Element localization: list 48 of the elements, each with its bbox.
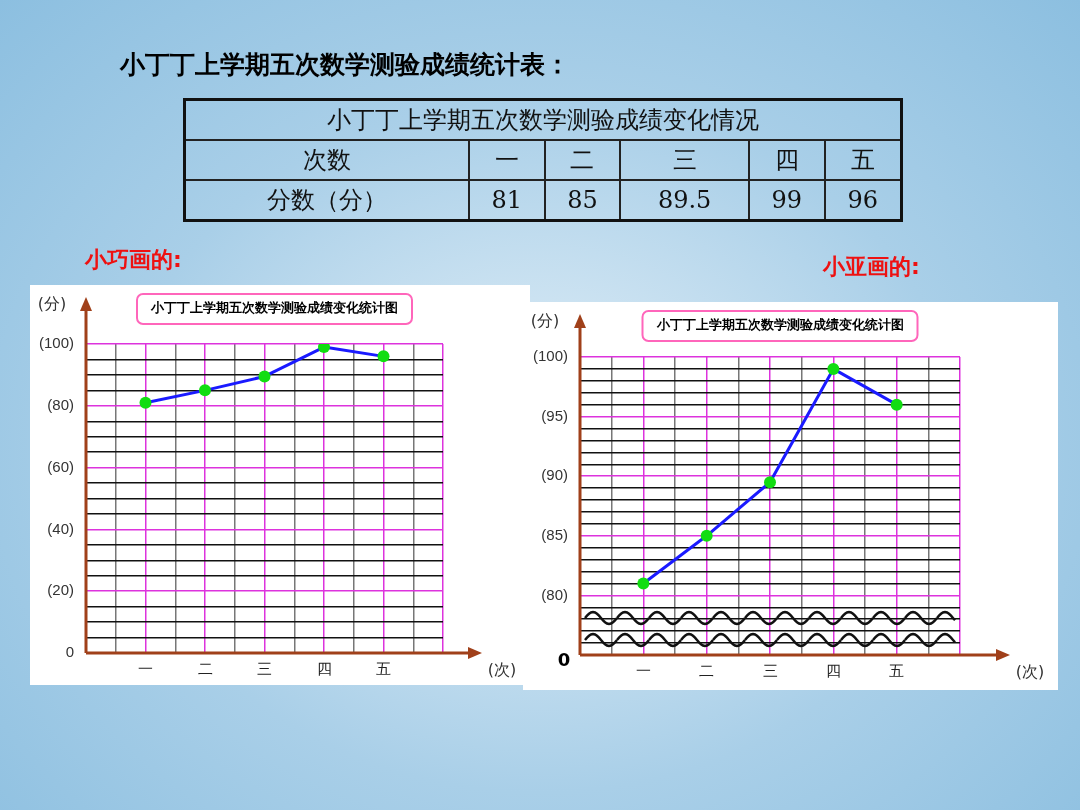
chart-subtitle: 小巧画的: bbox=[85, 246, 182, 274]
chart-title: 小丁丁上学期五次数学测验成绩变化统计图 bbox=[655, 317, 904, 333]
x-tick-label: 一 bbox=[138, 660, 153, 678]
y-tick-label: (85) bbox=[541, 525, 568, 543]
x-tick-label: 二 bbox=[699, 662, 715, 680]
text: 小丁丁上学期五次数学测验成绩变化情况 bbox=[184, 99, 902, 140]
x-tick-label: 五 bbox=[889, 662, 905, 680]
point bbox=[827, 362, 840, 375]
point bbox=[637, 577, 650, 590]
chart-subtitle: 小亚画的: bbox=[823, 253, 920, 281]
data-label: 96 bbox=[824, 180, 902, 221]
y-tick-label: (100) bbox=[38, 334, 74, 352]
y-tick-label: (60) bbox=[47, 457, 74, 475]
x-tick-label: 五 bbox=[376, 660, 391, 678]
text: 次数 bbox=[184, 140, 470, 180]
y-tick-label: (80) bbox=[541, 585, 568, 603]
chart-title: 小丁丁上学期五次数学测验成绩变化统计图 bbox=[150, 300, 398, 316]
y-tick-label: 0 bbox=[65, 643, 74, 661]
category-label: 二 bbox=[544, 140, 621, 180]
point bbox=[764, 476, 776, 489]
text: 分数（分） bbox=[184, 180, 470, 221]
category-label: 五 bbox=[824, 140, 902, 180]
data-label: 81 bbox=[469, 180, 545, 221]
category-label: 四 bbox=[749, 140, 825, 180]
x-tick-label: 三 bbox=[762, 662, 778, 680]
category-label: 三 bbox=[620, 140, 749, 180]
y-tick-label: (40) bbox=[47, 519, 74, 537]
y-axis-title: (分) bbox=[37, 294, 67, 314]
data-label: 99 bbox=[749, 180, 825, 221]
data-label: 89.5 bbox=[620, 180, 749, 221]
y-tick-label: (20) bbox=[47, 581, 74, 599]
y-tick-label: (90) bbox=[541, 466, 568, 484]
y-tick-label: (95) bbox=[541, 406, 568, 424]
point bbox=[700, 529, 713, 542]
y-tick-label: (100) bbox=[532, 347, 568, 365]
category-label: 一 bbox=[469, 140, 545, 180]
point bbox=[890, 398, 903, 411]
x-tick-label: 二 bbox=[197, 660, 213, 678]
x-tick-label: 三 bbox=[257, 660, 272, 678]
data-label: 85 bbox=[544, 180, 621, 221]
text: 小丁丁上学期五次数学测验成绩统计表： bbox=[120, 49, 570, 81]
y-tick-label: (80) bbox=[47, 395, 74, 413]
x-tick-label: 一 bbox=[635, 662, 651, 680]
x-tick-label: 四 bbox=[825, 662, 841, 680]
x-axis-title: (次) bbox=[1015, 662, 1045, 682]
x-tick-label: 四 bbox=[316, 660, 332, 678]
x-axis-title: (次) bbox=[487, 660, 517, 680]
y-axis-title: (分) bbox=[530, 311, 560, 331]
